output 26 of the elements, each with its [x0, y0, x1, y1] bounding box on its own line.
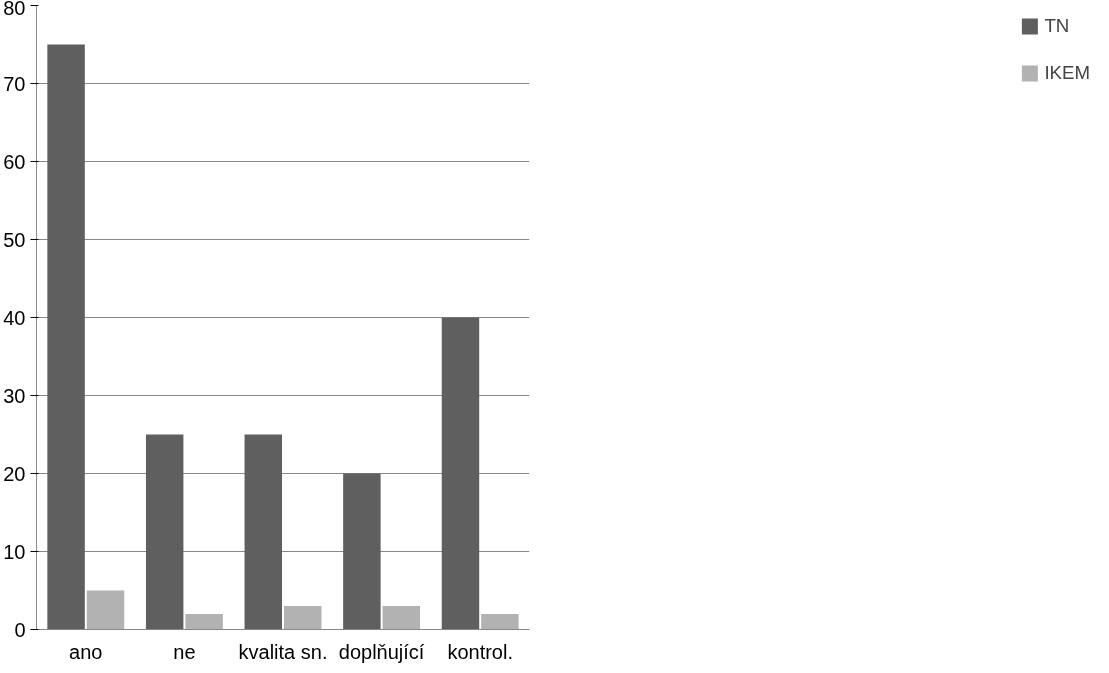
- bar: [481, 613, 519, 630]
- legend-label: IKEM: [1044, 62, 1090, 84]
- bar: [145, 434, 184, 630]
- y-tick-label: 70: [3, 72, 26, 95]
- bar: [86, 590, 125, 630]
- y-tick-label: 60: [3, 150, 26, 173]
- bar: [185, 613, 223, 630]
- y-tick-label: 30: [3, 384, 26, 407]
- y-tick-label: 80: [3, 0, 26, 19]
- x-tick-label: ano: [69, 640, 103, 663]
- bar: [382, 606, 421, 630]
- x-tick-label: kvalita sn.: [238, 640, 328, 663]
- y-tick-label: 20: [3, 462, 26, 485]
- bar: [47, 44, 85, 630]
- y-tick-label: 50: [3, 228, 26, 251]
- x-tick-label: doplňující: [338, 640, 425, 663]
- legend-label: TN: [1044, 15, 1070, 37]
- y-tick-label: 0: [14, 618, 26, 641]
- bar: [441, 317, 480, 630]
- y-tick-label: 10: [3, 540, 26, 563]
- bar: [343, 473, 381, 630]
- x-tick-label: kontrol.: [447, 640, 513, 663]
- y-tick-label: 40: [3, 306, 26, 329]
- bar: [244, 434, 283, 630]
- x-tick-label: ne: [173, 640, 196, 663]
- bar: [283, 606, 322, 630]
